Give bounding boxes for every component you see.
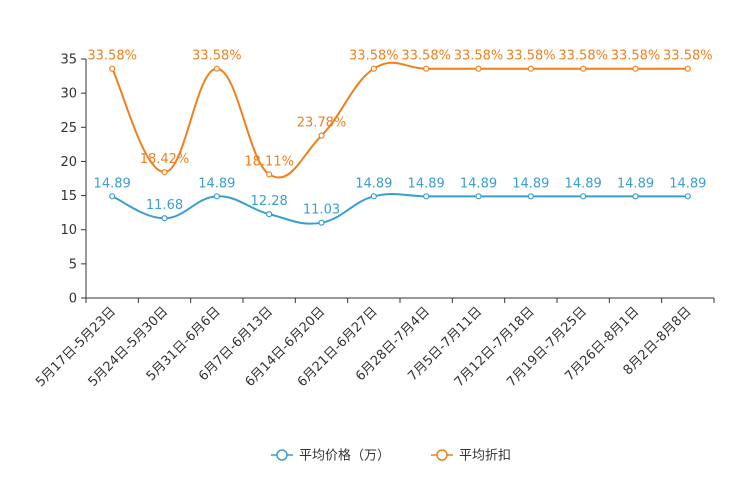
data-label: 33.58% (558, 49, 608, 64)
data-label: 14.89 (512, 176, 549, 191)
data-point[interactable] (423, 193, 430, 200)
data-label: 18.42% (140, 152, 190, 167)
legend-item-1[interactable]: 平均价格（万） (271, 448, 390, 464)
data-point[interactable] (684, 193, 691, 200)
data-point[interactable] (318, 132, 325, 139)
chart-axes: 051015202530355月17日-5月23日5月24日-5月30日5月31… (33, 53, 715, 390)
data-point[interactable] (161, 215, 168, 222)
data-label: 14.89 (565, 176, 602, 191)
data-label: 33.58% (87, 49, 137, 64)
series-2 (109, 61, 691, 179)
series-layer (109, 61, 691, 226)
y-tick-label: 15 (60, 189, 77, 204)
data-point[interactable] (580, 193, 587, 200)
series-1 (109, 193, 691, 226)
data-point[interactable] (632, 65, 639, 72)
data-label: 33.58% (663, 49, 713, 64)
data-label: 11.68 (146, 198, 183, 213)
data-point[interactable] (370, 65, 377, 72)
data-point[interactable] (266, 211, 273, 218)
data-label: 11.03 (303, 203, 340, 218)
data-point[interactable] (266, 171, 273, 178)
data-label: 14.89 (355, 176, 392, 191)
data-label: 23.78% (297, 116, 347, 131)
y-tick-label: 5 (69, 257, 77, 272)
data-point[interactable] (527, 65, 534, 72)
data-point[interactable] (109, 193, 116, 200)
data-label: 14.89 (460, 176, 497, 191)
data-point[interactable] (423, 65, 430, 72)
legend-label: 平均折扣 (459, 449, 511, 464)
data-label: 12.28 (251, 194, 288, 209)
data-labels-layer: 14.89 11.68 14.89 12.28 11.03 14.89 14.89 14.89… (87, 49, 712, 218)
y-tick-label: 30 (60, 87, 77, 102)
data-point[interactable] (213, 65, 220, 72)
data-point[interactable] (318, 219, 325, 226)
y-tick-label: 20 (60, 155, 77, 170)
legend-swatch-marker (276, 449, 288, 461)
data-label: 14.89 (617, 176, 654, 191)
data-point[interactable] (475, 193, 482, 200)
data-point[interactable] (475, 65, 482, 72)
data-point[interactable] (527, 193, 534, 200)
legend-label: 平均价格（万） (299, 448, 390, 464)
data-label: 14.89 (198, 176, 235, 191)
data-label: 18.11% (244, 154, 294, 169)
data-label: 33.58% (349, 49, 399, 64)
data-point[interactable] (632, 193, 639, 200)
y-tick-label: 10 (60, 223, 77, 238)
series-line (111, 193, 688, 225)
data-label: 33.58% (192, 49, 242, 64)
series-line (111, 61, 688, 179)
y-tick-label: 0 (69, 292, 77, 307)
data-label: 33.58% (611, 49, 661, 64)
data-point[interactable] (580, 65, 587, 72)
legend-swatch-marker (436, 449, 448, 461)
data-label: 14.89 (408, 176, 445, 191)
chart-legend[interactable]: 平均价格（万） 平均折扣 (271, 448, 511, 464)
data-label: 14.89 (669, 176, 706, 191)
data-point[interactable] (213, 193, 220, 200)
data-label: 14.89 (94, 176, 131, 191)
y-tick-label: 35 (60, 53, 77, 68)
data-point[interactable] (370, 193, 377, 200)
data-label: 33.58% (454, 49, 504, 64)
data-label: 33.58% (401, 49, 451, 64)
data-label: 33.58% (506, 49, 556, 64)
data-point[interactable] (684, 65, 691, 72)
legend-item-2[interactable]: 平均折扣 (431, 449, 511, 464)
data-point[interactable] (161, 169, 168, 176)
y-tick-label: 25 (60, 121, 77, 136)
data-point[interactable] (109, 65, 116, 72)
